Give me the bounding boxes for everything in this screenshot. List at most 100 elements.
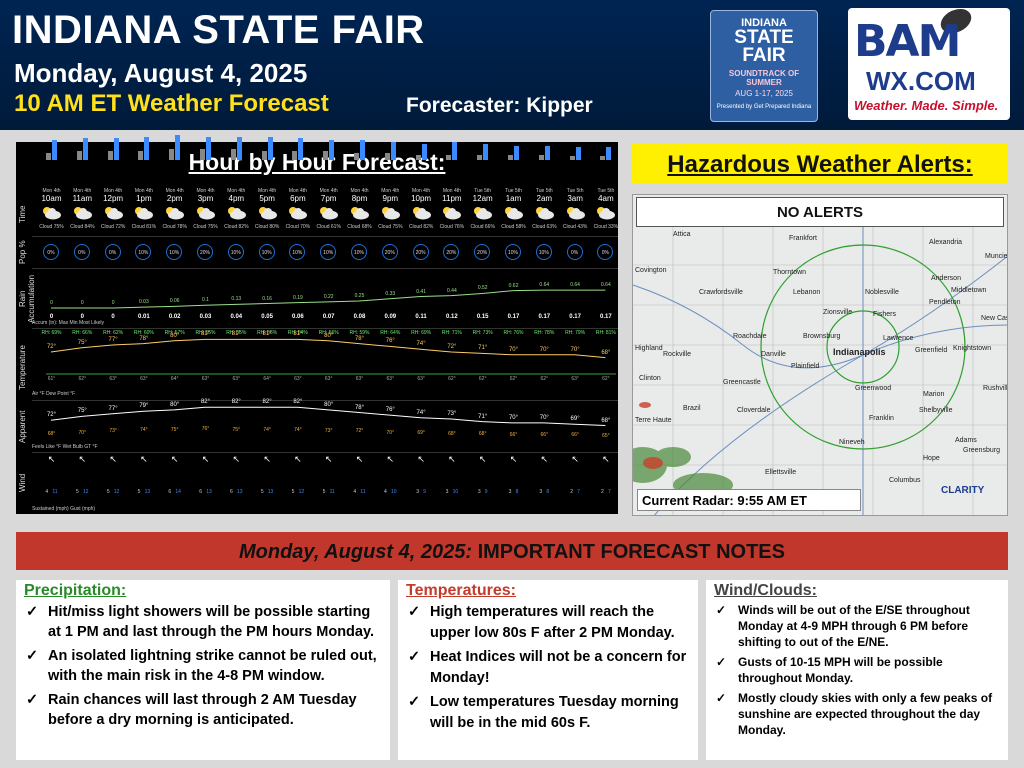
- wet-bulb: 73°: [324, 427, 333, 434]
- notes-banner: Monday, August 4, 2025: IMPORTANT FORECA…: [16, 532, 1008, 570]
- humidity: RH: 79%: [565, 330, 586, 336]
- map-town-label: Lebanon: [793, 289, 821, 296]
- feels-like: 82°: [200, 399, 211, 406]
- gust-bar: [514, 145, 519, 160]
- pop-value: 10%: [535, 244, 552, 260]
- day-label: Tue 5th: [597, 188, 615, 194]
- rain-likely: 0.09: [384, 314, 397, 320]
- wind-direction-icon: ↖: [478, 454, 487, 464]
- cloud-cover: Cloud 84%: [70, 224, 95, 230]
- day-label: Mon 4th: [196, 188, 215, 194]
- rain-likely: 0.01: [138, 314, 150, 320]
- humidity: RH: 69%: [411, 330, 432, 336]
- air-temp: 72°: [447, 344, 457, 350]
- partly-cloudy-icon: [505, 207, 523, 220]
- day-label: Mon 4th: [134, 188, 153, 194]
- pop-value: 20%: [474, 244, 491, 260]
- hourly-grid: Time Pop % Rain Accumulation Temperature…: [16, 134, 618, 514]
- hour-label: 7pm: [320, 194, 337, 203]
- gust-bar: [390, 142, 396, 160]
- humidity: RH: 56%: [257, 330, 278, 336]
- forecast-date: Monday, August 4, 2025: [14, 58, 308, 88]
- wind-direction-icon: ↖: [509, 454, 518, 464]
- humidity: RH: 57%: [164, 330, 185, 336]
- forecaster: Forecaster: Kipper: [406, 94, 593, 117]
- rain-total: 0.44: [447, 287, 457, 294]
- gust-bar: [575, 147, 581, 160]
- pop-value: 20%: [197, 244, 213, 260]
- sustained-bar: [138, 151, 144, 160]
- gust-bar: [206, 136, 211, 160]
- dew-point: 63°: [417, 376, 425, 382]
- day-label: Mon 4th: [227, 188, 246, 194]
- wind-direction-icon: ↖: [232, 454, 241, 464]
- map-town-label: Knightstown: [953, 345, 992, 352]
- cloud-cover: Cloud 66%: [470, 224, 495, 230]
- accum-legend: Accum (in): Max Min Most Likely: [32, 320, 104, 326]
- map-town-label: Indianapolis: [833, 347, 886, 357]
- map-town-label: Brownsburg: [803, 333, 841, 340]
- map-town-label: Brazil: [683, 405, 701, 412]
- rain-total: 0.22: [323, 293, 334, 300]
- rain-likely: 0.17: [600, 314, 612, 320]
- bamwx-logo: BAM WX.COM Weather. Made. Simple.: [848, 4, 1010, 120]
- rain-total: 0: [80, 300, 84, 306]
- feels-like: 82°: [231, 399, 241, 406]
- wet-bulb: 69°: [417, 430, 425, 437]
- radar-timestamp: Current Radar: 9:55 AM ET: [637, 489, 861, 511]
- sustained-bar: [323, 151, 329, 160]
- cloud-cover: Cloud 80%: [254, 224, 280, 230]
- pop-value: 20%: [412, 244, 429, 260]
- humidity: RH: 78%: [534, 330, 555, 336]
- map-town-label: Noblesville: [865, 289, 899, 296]
- humidity: RH: 55%: [195, 330, 216, 336]
- air-temp: 81°: [262, 331, 272, 338]
- state-fair-logo: INDIANA STATE FAIR SOUNDTRACK OF SUMMER …: [710, 10, 818, 122]
- gust-bar: [144, 136, 150, 160]
- day-label: Tue 5th: [535, 188, 553, 194]
- map-town-label: Lawrence: [883, 335, 914, 342]
- cloud-cover: Cloud 72%: [100, 224, 126, 230]
- rain-total: 0.41: [416, 288, 426, 295]
- map-town-label: Franklin: [869, 415, 894, 422]
- map-town-label: Fishers: [873, 311, 896, 318]
- wind-values: 5 12: [291, 489, 305, 495]
- wet-bulb: 76°: [201, 426, 210, 432]
- day-label: Tue 5th: [505, 188, 522, 194]
- sustained-bar: [477, 154, 483, 160]
- feels-like: 71°: [478, 413, 488, 420]
- pop-value: 10%: [166, 244, 183, 260]
- sustained-bar: [200, 149, 205, 160]
- gust-bar: [360, 140, 365, 160]
- gust-bar: [452, 142, 458, 160]
- partly-cloudy-icon: [320, 207, 339, 220]
- wind-values: 4 11: [45, 489, 58, 495]
- map-town-label: Thorntown: [773, 269, 807, 276]
- dew-point: 64°: [170, 376, 179, 382]
- map-town-label: Greensburg: [963, 447, 1000, 454]
- cloud-cover: Cloud 68%: [347, 224, 372, 230]
- note-item: Gusts of 10-15 MPH will be possible thro…: [714, 654, 1000, 686]
- partly-cloudy-icon: [443, 207, 462, 220]
- humidity: RH: 73%: [472, 330, 493, 336]
- wind-direction-icon: ↖: [47, 454, 56, 464]
- wind-direction-icon: ↖: [417, 454, 425, 464]
- partly-cloudy-icon: [166, 207, 185, 220]
- day-label: Mon 4th: [42, 188, 61, 194]
- feels-like: 72°: [46, 412, 57, 419]
- note-item: Winds will be out of the E/SE throughout…: [714, 602, 1000, 650]
- rain-likely: 0.17: [538, 314, 551, 320]
- wind-direction-icon: ↖: [109, 454, 117, 464]
- partly-cloudy-icon: [566, 207, 585, 220]
- wet-bulb: 72°: [355, 428, 364, 435]
- gust-bar: [298, 138, 304, 160]
- hour-label: 2pm: [166, 194, 183, 203]
- sustained-bar: [538, 154, 544, 160]
- air-temp: 70°: [570, 346, 580, 353]
- rain-likely: 0: [49, 314, 54, 320]
- map-town-label: Anderson: [931, 275, 961, 282]
- pop-value: 0%: [43, 244, 59, 260]
- hour-label: 11pm: [442, 194, 462, 203]
- rain-total: 0.19: [293, 294, 303, 301]
- wind-direction-icon: ↖: [324, 454, 333, 464]
